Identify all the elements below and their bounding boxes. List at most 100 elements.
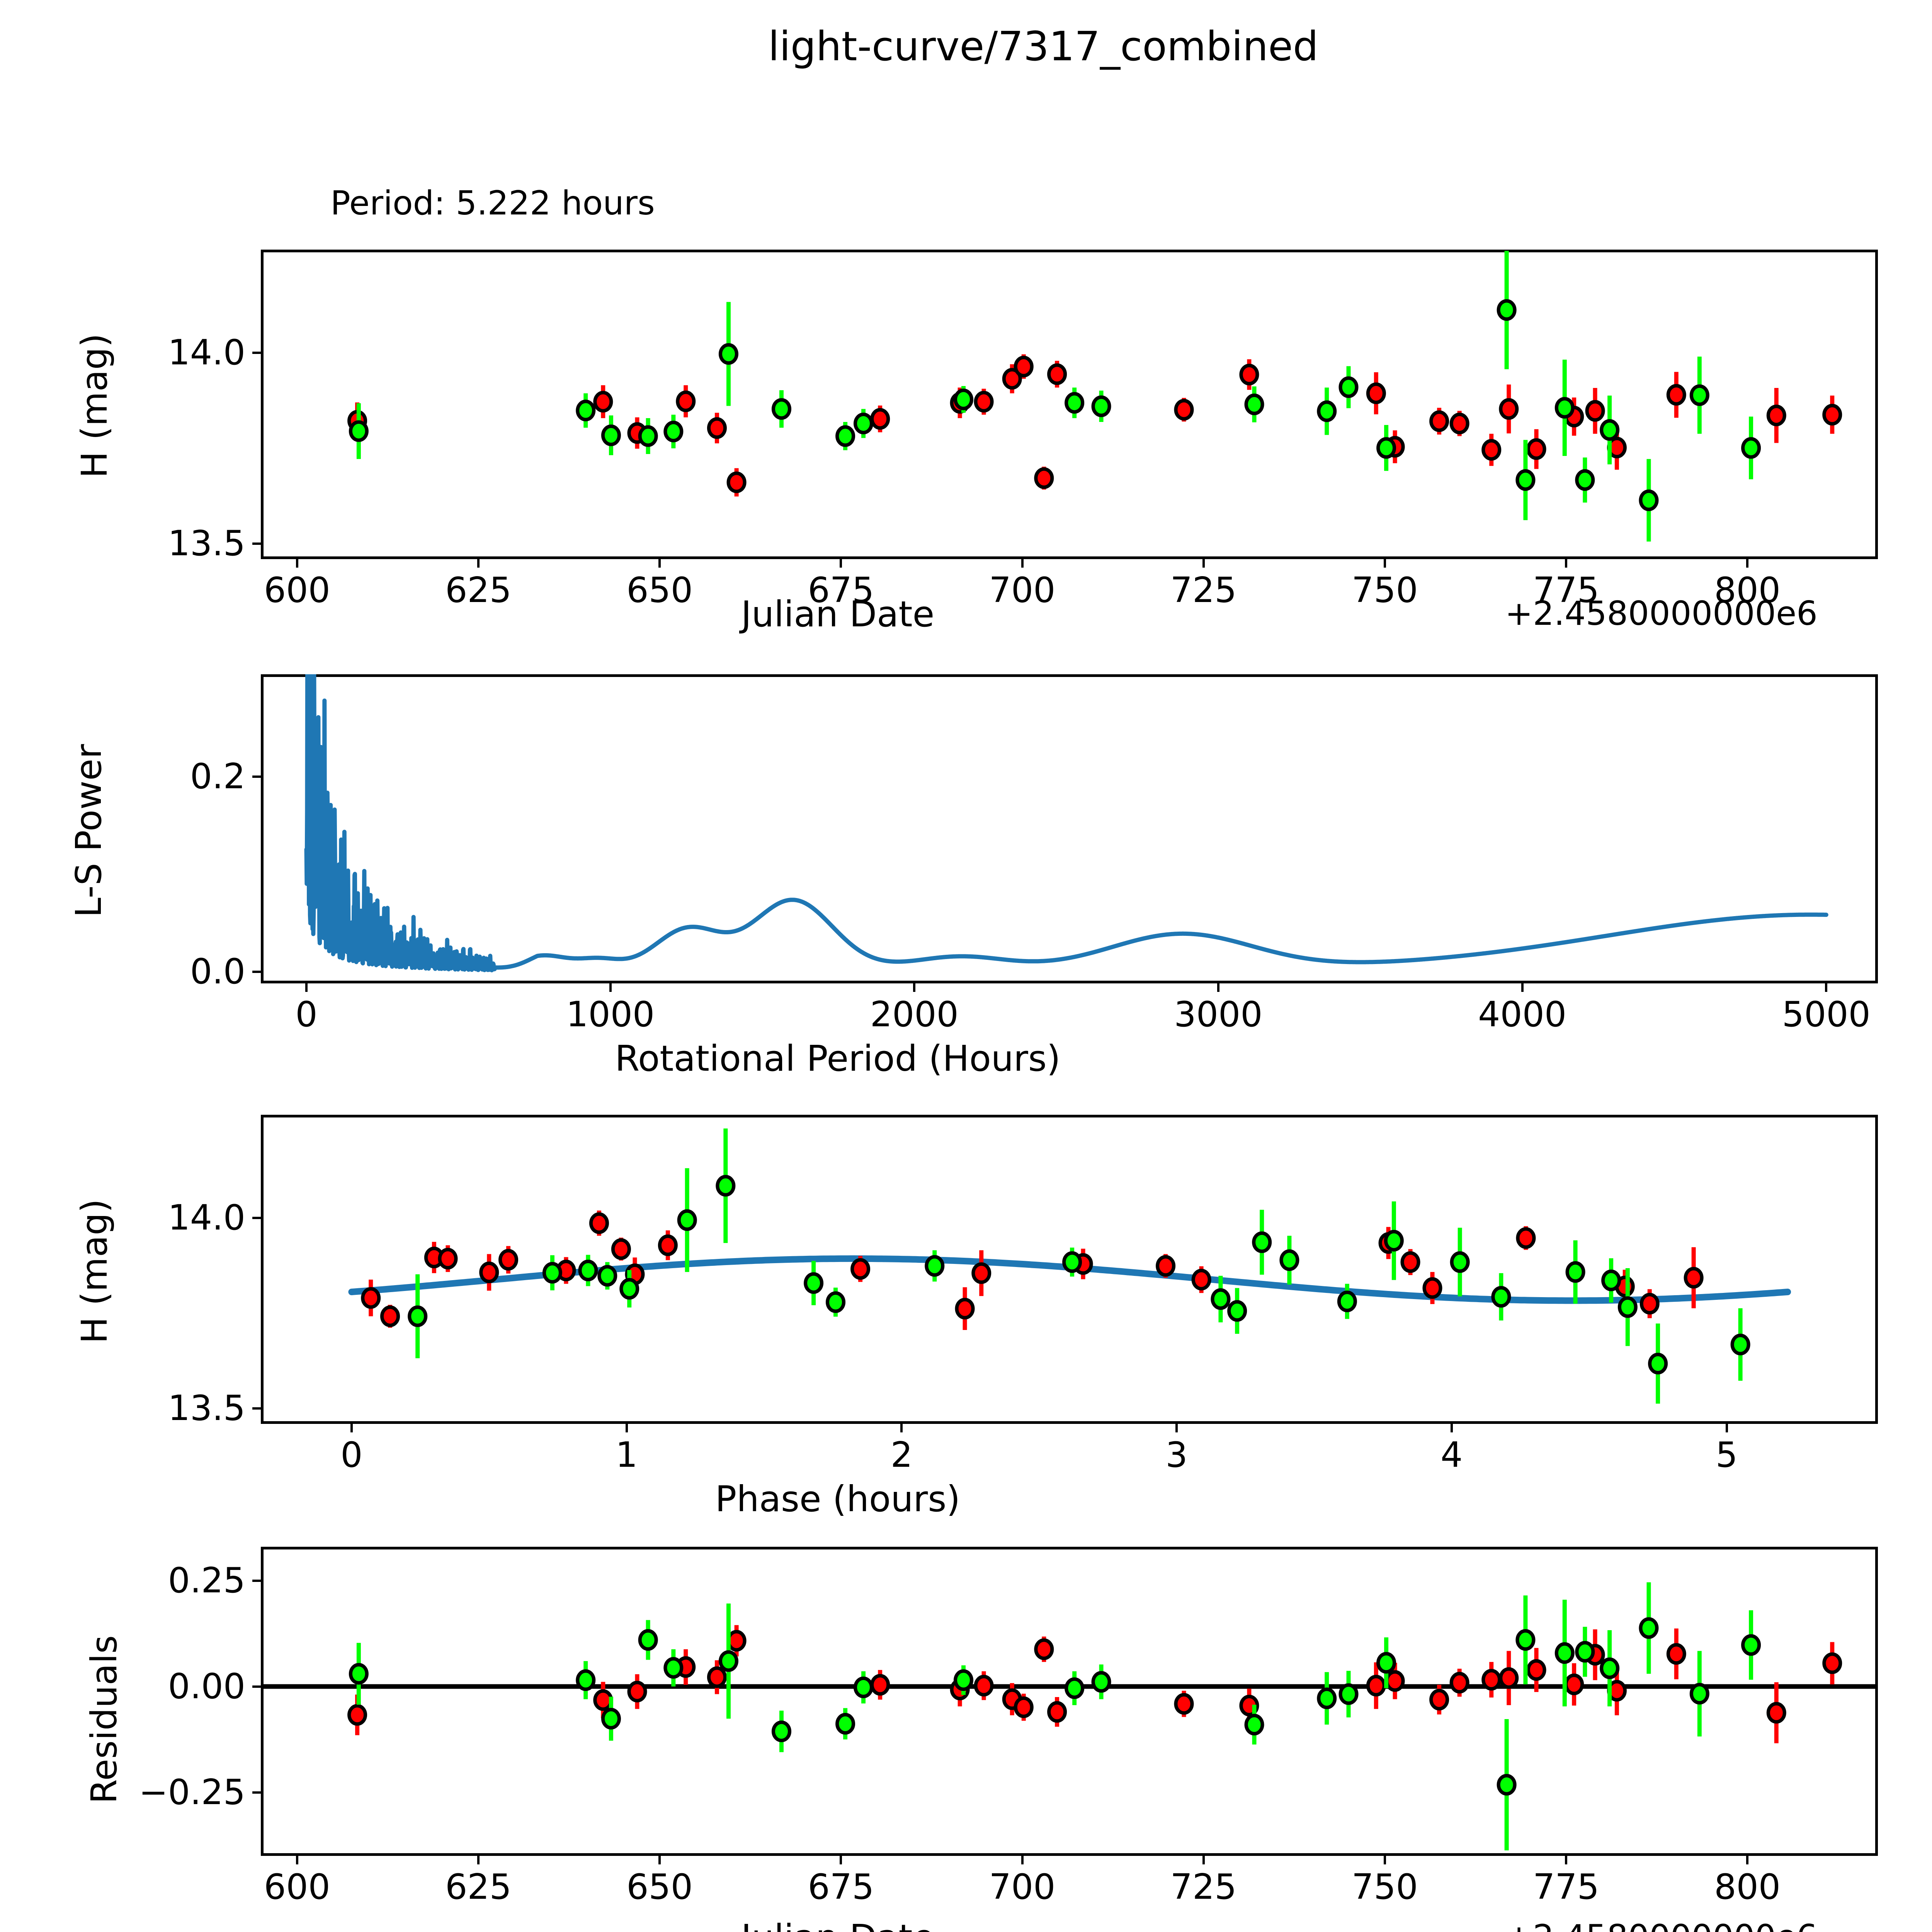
- x-tickmark: [1565, 559, 1568, 568]
- x-tick-label: 650: [626, 1867, 693, 1907]
- data-point: [1565, 1261, 1585, 1283]
- data-point: [676, 390, 696, 412]
- data-point: [1515, 1629, 1536, 1651]
- phase-ylabel: H (mag): [74, 1199, 115, 1344]
- data-point: [1062, 1251, 1082, 1273]
- data-point: [361, 1287, 381, 1309]
- data-point: [804, 1272, 824, 1294]
- x-tickmark: [1521, 983, 1524, 992]
- data-point: [1384, 1230, 1404, 1252]
- x-tickmark: [1021, 1856, 1024, 1864]
- data-point: [1239, 364, 1259, 386]
- residuals-xlabel: Julian Date: [645, 1918, 1031, 1932]
- data-point: [1600, 1657, 1620, 1679]
- data-point: [1065, 1677, 1085, 1699]
- data-point: [850, 1258, 871, 1280]
- data-point: [589, 1212, 609, 1234]
- residuals-x-offset-text: +2.4580000000e6: [1505, 1918, 1818, 1932]
- residuals-plot-area: [261, 1582, 1878, 1850]
- series-red: [361, 1210, 1704, 1330]
- data-point: [479, 1261, 499, 1283]
- data-point: [627, 1680, 647, 1702]
- data-point: [1174, 1693, 1194, 1715]
- data-point: [1429, 410, 1449, 432]
- x-tickmark: [1217, 983, 1219, 992]
- data-point: [954, 1669, 974, 1691]
- data-point: [1449, 412, 1469, 434]
- data-point: [1422, 1277, 1442, 1299]
- data-point: [1666, 1643, 1686, 1665]
- phase-plot-area: [348, 1128, 1791, 1404]
- data-point: [835, 1713, 855, 1735]
- data-point: [955, 1298, 975, 1320]
- x-tick-label: 0: [295, 994, 318, 1035]
- data-point: [542, 1262, 562, 1284]
- data-point: [601, 424, 621, 446]
- lightcurve-panel: [261, 250, 1878, 559]
- data-point: [1376, 1652, 1396, 1674]
- x-tick-label: 800: [1714, 1867, 1781, 1907]
- data-point: [1227, 1300, 1247, 1322]
- data-point: [771, 1720, 791, 1742]
- x-tickmark: [1383, 559, 1386, 568]
- data-point: [1564, 1673, 1584, 1696]
- x-tickmark: [1202, 559, 1205, 568]
- x-tick-label: 650: [626, 570, 693, 611]
- y-tick-label: 13.5: [168, 1388, 245, 1429]
- y-tick-label: 0.25: [168, 1560, 245, 1601]
- data-point: [1156, 1255, 1176, 1277]
- y-tickmark: [252, 970, 261, 973]
- y-tick-label: 13.5: [168, 523, 245, 564]
- data-point: [1526, 1659, 1546, 1681]
- data-point: [663, 420, 684, 442]
- x-tick-label: 675: [808, 570, 874, 611]
- data-point: [870, 1674, 890, 1696]
- periodogram-plot-area: [304, 674, 1828, 973]
- x-tickmark: [658, 1856, 661, 1864]
- data-point: [1516, 1227, 1536, 1249]
- data-point: [854, 1676, 874, 1698]
- data-point: [974, 391, 994, 413]
- x-tick-label: 625: [445, 1867, 512, 1907]
- data-point: [1554, 1642, 1575, 1664]
- data-point: [718, 1650, 738, 1672]
- x-tickmark: [477, 559, 480, 568]
- x-tickmark: [350, 1424, 353, 1432]
- data-point: [925, 1255, 945, 1277]
- data-point: [611, 1238, 631, 1260]
- x-tickmark: [1450, 1424, 1453, 1432]
- x-tickmark: [296, 1856, 298, 1864]
- data-point: [1741, 437, 1761, 459]
- data-point: [1822, 1652, 1842, 1674]
- data-point: [835, 425, 855, 447]
- data-point: [1639, 1293, 1660, 1315]
- data-point: [1014, 1696, 1034, 1718]
- data-point: [663, 1657, 684, 1679]
- data-point: [716, 1175, 736, 1197]
- data-point: [1491, 1286, 1511, 1308]
- data-point: [1091, 1671, 1111, 1693]
- data-point: [438, 1248, 458, 1270]
- data-point: [1585, 400, 1605, 422]
- data-point: [347, 1704, 367, 1726]
- data-point: [1191, 1269, 1211, 1291]
- y-tickmark: [252, 1216, 261, 1219]
- phase-panel: [261, 1115, 1878, 1424]
- data-point: [854, 412, 874, 434]
- x-tickmark: [1746, 1856, 1749, 1864]
- x-tick-label: 5000: [1782, 994, 1871, 1035]
- data-point: [1244, 1714, 1264, 1736]
- data-point: [658, 1234, 678, 1256]
- data-point: [1317, 400, 1337, 422]
- data-point: [771, 398, 791, 420]
- lightcurve-ylabel: H (mag): [74, 333, 115, 478]
- data-point: [1450, 1251, 1470, 1273]
- y-tickmark: [252, 543, 261, 545]
- x-tick-label: 725: [1170, 1867, 1237, 1907]
- x-tick-label: 2000: [870, 994, 959, 1035]
- data-point: [1400, 1251, 1420, 1273]
- x-tickmark: [609, 983, 612, 992]
- y-tickmark: [252, 1791, 261, 1794]
- figure-title: light-curve/7317_combined: [768, 23, 1319, 70]
- data-point: [1376, 437, 1396, 459]
